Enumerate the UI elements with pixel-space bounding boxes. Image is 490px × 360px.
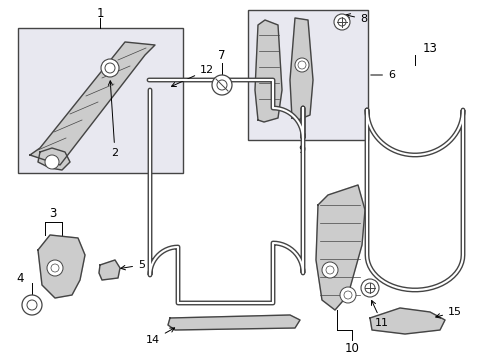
- Text: 2: 2: [108, 81, 119, 158]
- Text: 15: 15: [436, 307, 462, 318]
- Circle shape: [212, 75, 232, 95]
- Text: 3: 3: [49, 207, 57, 220]
- Text: 10: 10: [344, 342, 360, 355]
- Bar: [248, 10, 368, 140]
- Bar: [18, 28, 183, 173]
- Polygon shape: [30, 42, 155, 165]
- Text: 9: 9: [298, 124, 306, 155]
- Circle shape: [105, 63, 115, 73]
- Text: 7: 7: [218, 49, 226, 62]
- Circle shape: [217, 80, 227, 90]
- Text: 13: 13: [422, 41, 438, 54]
- Text: 5: 5: [121, 260, 145, 270]
- Circle shape: [298, 61, 306, 69]
- Circle shape: [51, 264, 59, 272]
- Polygon shape: [99, 260, 120, 280]
- Circle shape: [101, 59, 119, 77]
- Circle shape: [322, 262, 338, 278]
- Text: 11: 11: [371, 301, 389, 328]
- Polygon shape: [168, 315, 300, 330]
- Circle shape: [344, 291, 352, 299]
- Circle shape: [47, 260, 63, 276]
- Polygon shape: [38, 235, 85, 298]
- Polygon shape: [255, 20, 282, 122]
- Polygon shape: [38, 148, 70, 170]
- Polygon shape: [370, 308, 445, 334]
- Text: 6: 6: [371, 70, 395, 80]
- Circle shape: [338, 18, 346, 26]
- Circle shape: [365, 283, 375, 293]
- Circle shape: [45, 155, 59, 169]
- Circle shape: [340, 287, 356, 303]
- Text: 8: 8: [346, 14, 367, 24]
- Circle shape: [361, 279, 379, 297]
- Text: 1: 1: [96, 6, 104, 19]
- Text: 12: 12: [172, 65, 214, 86]
- Text: 14: 14: [146, 328, 174, 345]
- Circle shape: [22, 295, 42, 315]
- Circle shape: [295, 58, 309, 72]
- Circle shape: [326, 266, 334, 274]
- Text: 4: 4: [16, 271, 24, 284]
- Circle shape: [27, 300, 37, 310]
- Polygon shape: [290, 18, 313, 120]
- Polygon shape: [316, 185, 365, 310]
- Circle shape: [334, 14, 350, 30]
